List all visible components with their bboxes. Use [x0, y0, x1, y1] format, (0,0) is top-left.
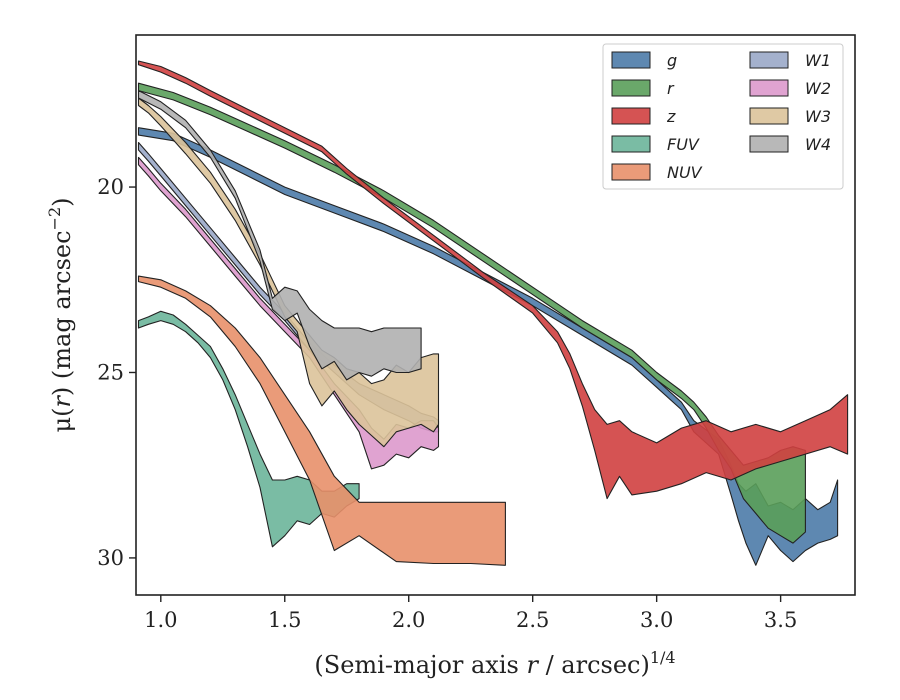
- band-z: [137, 60, 849, 500]
- legend-swatch-w4: [749, 135, 789, 153]
- profile-bands: [137, 60, 849, 566]
- legend-swatch-z: [611, 107, 651, 125]
- legend-swatch-fuv: [611, 135, 651, 153]
- plot-frame: [135, 34, 856, 596]
- legend-label-g: g: [667, 51, 677, 70]
- band-r: [137, 82, 806, 544]
- legend-swatch-w2: [749, 79, 789, 97]
- y-axis-ticks: 20 25 30: [97, 175, 136, 570]
- legend-label-w1: W1: [805, 51, 831, 70]
- legend-swatch-w3: [749, 107, 789, 125]
- legend-label-w3: W3: [805, 107, 831, 126]
- x-tick-label: 1.0: [144, 608, 177, 632]
- legend-label-fuv: FUV: [667, 135, 700, 154]
- band-nuv: [137, 275, 506, 566]
- y-axis-label: μ(r) (mag arcsec−2): [45, 197, 76, 432]
- y-tick-label: 25: [97, 360, 124, 384]
- band-w4: [137, 90, 422, 381]
- band-w2: [137, 156, 440, 470]
- x-tick-label: 2.5: [516, 608, 549, 632]
- legend-label-nuv: NUV: [667, 163, 703, 182]
- legend-swatch-g: [611, 51, 651, 69]
- legend-swatch-nuv: [611, 163, 651, 181]
- x-tick-label: 2.0: [392, 608, 425, 632]
- x-tick-label: 3.0: [640, 608, 673, 632]
- legend-swatch-w1: [749, 51, 789, 69]
- legend-label-w4: W4: [805, 135, 831, 154]
- x-axis-ticks: 1.0 1.5 2.0 2.5 3.0 3.5: [144, 595, 797, 632]
- legend-label-r: r: [667, 79, 675, 98]
- x-tick-label: 1.5: [268, 608, 301, 632]
- band-fuv: [137, 310, 360, 548]
- x-axis-label: (Semi-major axis r / arcsec)1/4: [314, 648, 675, 679]
- legend-label-z: z: [666, 107, 676, 126]
- x-tick-label: 3.5: [764, 608, 797, 632]
- legend-swatch-r: [611, 79, 651, 97]
- legend-label-w2: W2: [805, 79, 831, 98]
- legend: grz FUV NUV W1 W2 W3 W4: [602, 43, 844, 190]
- y-tick-label: 20: [97, 175, 124, 199]
- y-tick-label: 30: [97, 546, 124, 570]
